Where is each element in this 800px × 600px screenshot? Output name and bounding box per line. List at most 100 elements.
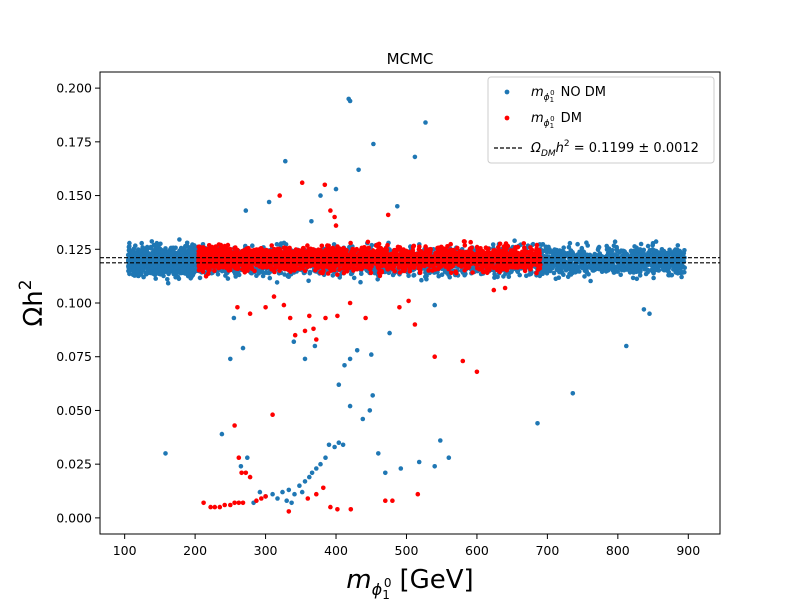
band-point [666,272,672,278]
band-point [550,263,556,269]
band-point [148,251,154,257]
band-point [146,263,151,268]
band-point [165,280,171,286]
band-point [581,249,587,255]
band-point [424,276,429,282]
band-point [653,267,658,273]
band-point [574,265,580,271]
band-point [667,257,672,263]
band-point [678,264,684,269]
band-point [575,256,580,261]
band-point [632,244,637,249]
band-point [133,243,138,248]
band-point [189,266,195,272]
data-point [347,98,353,104]
band-point [168,251,174,257]
band-point [173,245,178,251]
band-point [168,245,174,251]
band-point [618,272,623,278]
data-point [270,491,275,497]
band-point [503,271,508,277]
band-point [607,265,612,270]
band-point [134,269,140,274]
band-point [330,273,336,278]
data-point [318,193,323,198]
band-point [613,257,618,263]
band-point [678,269,684,275]
band-point [588,263,594,268]
band-point [468,239,474,245]
band-point [163,259,169,265]
band-point [165,277,170,282]
data-point [416,459,422,465]
band-point [628,248,634,254]
band-point [149,239,155,244]
band-point [233,274,238,279]
data-point [307,474,312,480]
band-point [411,272,417,278]
data-point [314,466,319,471]
data-point [432,302,438,308]
band-point [605,250,611,256]
points-layer [125,96,687,514]
band-point [566,262,571,268]
band-point [164,252,170,257]
data-point [228,356,233,362]
band-point [595,263,601,268]
band-point [614,246,619,252]
data-point [395,204,400,209]
data-point [370,393,376,398]
band-point [506,274,512,280]
band-point [610,268,615,273]
band-point [675,251,681,256]
data-point [292,491,297,497]
band-point [585,243,590,248]
data-point [309,219,314,224]
band-point [651,275,656,281]
data-point [347,403,353,409]
band-point [596,244,602,250]
data-point [238,464,244,469]
band-point [583,256,589,261]
band-point [274,280,280,285]
band-point [637,273,643,278]
band-point [423,244,428,249]
band-point [679,274,684,280]
band-point [620,248,626,254]
band-point [142,250,148,255]
data-point [412,154,418,160]
band-point [267,275,273,281]
band-point [171,271,177,277]
data-point [387,330,392,336]
band-point [158,254,164,260]
data-point [323,455,328,461]
band-point [215,272,221,277]
band-point [183,262,188,268]
band-point [627,270,633,275]
band-point [575,241,580,247]
data-point [342,363,347,368]
band-point [490,242,496,247]
band-point [577,269,582,274]
band-point [682,265,687,271]
band-point [672,248,677,254]
band-point [588,278,593,284]
band-point [331,242,337,247]
band-point [189,250,195,255]
data-point [423,120,428,125]
band-point [671,255,677,261]
data-point [243,208,249,213]
band-point [141,246,147,251]
data-point [367,408,373,413]
band-point [152,264,158,269]
band-point [369,242,375,248]
data-point [297,483,302,489]
band-point [540,271,545,277]
band-point [166,271,171,277]
band-point [390,272,396,278]
band-point [673,270,678,275]
band-point [260,269,266,275]
band-point [568,272,574,277]
band-point [185,273,191,279]
